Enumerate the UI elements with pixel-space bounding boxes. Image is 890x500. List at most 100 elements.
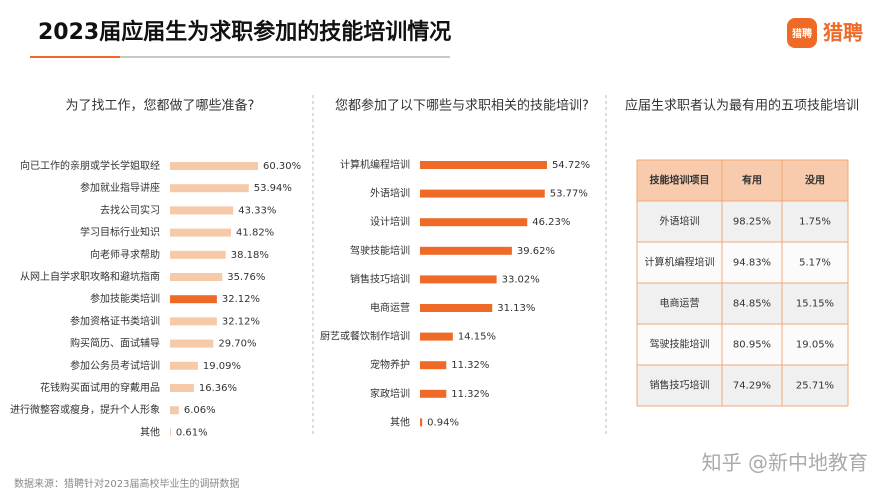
section-title: 您都参加了以下哪些与求职相关的技能培训? bbox=[335, 98, 589, 114]
logo-icon bbox=[787, 18, 817, 48]
bar bbox=[170, 428, 171, 437]
bar bbox=[170, 162, 259, 170]
section-title: 应届生求职者认为最有用的五项技能培训 bbox=[625, 98, 859, 114]
category-label: 宠物养护 bbox=[370, 358, 410, 371]
table-cell: 84.85% bbox=[733, 299, 771, 310]
value-label: 54.72% bbox=[552, 160, 590, 171]
table-header-cell: 有用 bbox=[742, 174, 762, 187]
category-label: 参加资格证书类培训 bbox=[70, 314, 160, 327]
value-label: 0.94% bbox=[427, 417, 459, 428]
category-label: 进行微整容或瘦身，提升个人形象 bbox=[10, 403, 160, 416]
value-label: 14.15% bbox=[458, 332, 496, 343]
section-title: 为了找工作，您都做了哪些准备? bbox=[66, 98, 255, 114]
bar bbox=[170, 184, 249, 193]
bar bbox=[170, 361, 198, 370]
table-cell: 5.17% bbox=[799, 258, 831, 269]
value-label: 41.82% bbox=[236, 228, 274, 239]
value-label: 11.32% bbox=[451, 360, 489, 371]
bar bbox=[170, 339, 214, 348]
table-cell: 25.71% bbox=[796, 381, 834, 392]
category-label: 家政培训 bbox=[370, 387, 410, 400]
category-label: 参加就业指导讲座 bbox=[80, 181, 160, 194]
page-title: 2023届应届生为求职参加的技能培训情况 bbox=[38, 19, 451, 45]
bar bbox=[170, 384, 194, 392]
value-label: 32.12% bbox=[222, 316, 260, 327]
value-label: 35.76% bbox=[227, 272, 265, 283]
bar bbox=[420, 189, 545, 198]
logo-icon-text: 猎聘 bbox=[792, 27, 812, 40]
category-label: 计算机编程培训 bbox=[340, 158, 410, 171]
value-label: 33.02% bbox=[502, 274, 540, 285]
category-label: 电商运营 bbox=[370, 301, 410, 314]
category-label: 购买简历、面试辅导 bbox=[70, 337, 160, 350]
table-header-cell: 没用 bbox=[805, 174, 825, 187]
source: 数据来源：猎聘针对2023届高校毕业生的调研数据 bbox=[14, 477, 239, 490]
table-header-cell: 技能培训项目 bbox=[650, 174, 710, 187]
table-cell: 80.95% bbox=[733, 340, 771, 351]
bar bbox=[420, 161, 547, 169]
value-label: 0.61% bbox=[176, 427, 208, 438]
category-label: 外语培训 bbox=[370, 187, 410, 200]
value-label: 6.06% bbox=[184, 405, 216, 416]
table-cell: 15.15% bbox=[796, 299, 834, 310]
category-label: 去找公司实习 bbox=[100, 203, 160, 216]
value-label: 53.77% bbox=[550, 189, 588, 200]
table-cell: 1.75% bbox=[799, 217, 831, 228]
category-label: 驾驶技能培训 bbox=[350, 244, 410, 257]
bar bbox=[420, 246, 512, 255]
table-row-bg bbox=[637, 242, 848, 283]
bar bbox=[420, 389, 447, 398]
bar bbox=[420, 275, 497, 284]
table-cell: 外语培训 bbox=[660, 215, 700, 228]
table-cell: 94.83% bbox=[733, 258, 771, 269]
bar bbox=[420, 361, 447, 370]
category-label: 其他 bbox=[390, 415, 410, 428]
bar bbox=[420, 418, 423, 427]
table-cell: 98.25% bbox=[733, 217, 771, 228]
value-label: 43.33% bbox=[238, 205, 276, 216]
category-label: 参加公务员考试培训 bbox=[70, 359, 160, 372]
table-header-bg bbox=[637, 160, 848, 201]
table-cell: 电商运营 bbox=[660, 297, 700, 310]
bar bbox=[170, 295, 217, 304]
table-cell: 74.29% bbox=[733, 381, 771, 392]
bar bbox=[170, 273, 223, 281]
category-label: 从网上自学求职攻略和避坑指南 bbox=[20, 270, 160, 283]
bar bbox=[420, 218, 528, 227]
bar bbox=[420, 304, 493, 312]
value-label: 31.13% bbox=[497, 303, 535, 314]
table-cell: 销售技巧培训 bbox=[650, 379, 710, 392]
category-label: 设计培训 bbox=[370, 215, 410, 228]
value-label: 29.70% bbox=[218, 339, 256, 350]
bar bbox=[170, 206, 234, 215]
value-label: 16.36% bbox=[199, 383, 237, 394]
category-label: 销售技巧培训 bbox=[350, 272, 410, 285]
bar bbox=[170, 250, 226, 259]
table-row-bg bbox=[637, 201, 848, 242]
category-label: 学习目标行业知识 bbox=[80, 226, 160, 239]
value-label: 39.62% bbox=[517, 246, 555, 257]
category-label: 参加技能类培训 bbox=[90, 292, 160, 305]
category-label: 其他 bbox=[140, 425, 160, 438]
category-label: 向老师寻求帮助 bbox=[90, 248, 160, 261]
value-label: 11.32% bbox=[451, 389, 489, 400]
value-label: 38.18% bbox=[231, 250, 269, 261]
table-cell: 19.05% bbox=[796, 340, 834, 351]
bar bbox=[170, 317, 217, 326]
table-row-bg bbox=[637, 283, 848, 324]
category-label: 厨艺或餐饮制作培训 bbox=[320, 330, 410, 343]
logo-text: 猎聘 bbox=[823, 21, 863, 45]
table-cell: 计算机编程培训 bbox=[645, 256, 715, 269]
watermark: 知乎 @新中地教育 bbox=[702, 451, 868, 475]
category-label: 向已工作的亲朋或学长学姐取经 bbox=[20, 159, 160, 172]
table-row-bg bbox=[637, 365, 848, 406]
value-label: 53.94% bbox=[254, 183, 292, 194]
category-label: 花钱购买面试用的穿戴用品 bbox=[40, 381, 160, 394]
value-label: 46.23% bbox=[532, 217, 570, 228]
value-label: 60.30% bbox=[263, 161, 301, 172]
table-row-bg bbox=[637, 324, 848, 365]
table-cell: 驾驶技能培训 bbox=[650, 338, 710, 351]
bar bbox=[420, 332, 453, 341]
value-label: 32.12% bbox=[222, 294, 260, 305]
